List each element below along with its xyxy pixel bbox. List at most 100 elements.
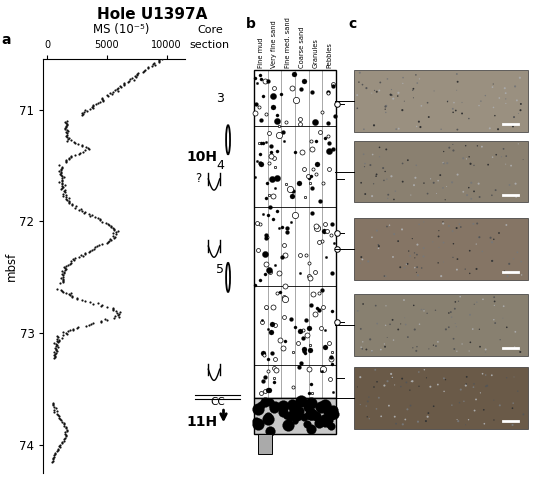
Point (481, 346, 490, 353)
Point (437, 125, 445, 133)
Point (85, 145, 93, 153)
Point (406, 402, 415, 410)
Text: section: section (190, 40, 230, 50)
Point (109, 226, 118, 234)
Point (362, 402, 370, 410)
Point (387, 370, 395, 378)
Point (449, 253, 457, 261)
Point (109, 314, 118, 322)
Point (119, 81, 128, 89)
Point (129, 76, 138, 84)
Point (414, 418, 422, 425)
Point (52, 341, 61, 349)
Point (87, 320, 96, 328)
Point (501, 160, 510, 168)
Point (62, 133, 71, 141)
Point (398, 106, 407, 114)
Point (429, 341, 438, 349)
Point (414, 368, 423, 376)
Point (51, 342, 60, 350)
Point (384, 191, 393, 199)
Point (483, 382, 491, 389)
Point (155, 56, 163, 64)
Point (419, 244, 428, 252)
Point (464, 184, 473, 192)
Point (59, 287, 67, 295)
Point (425, 113, 433, 121)
Point (447, 401, 456, 409)
Point (370, 383, 378, 391)
Point (134, 69, 142, 76)
Point (502, 374, 511, 382)
Point (105, 237, 113, 245)
Point (102, 316, 111, 324)
Point (413, 343, 421, 351)
Point (489, 104, 498, 111)
Point (89, 300, 97, 308)
Point (467, 179, 476, 187)
Point (497, 153, 506, 161)
Point (491, 186, 500, 194)
Point (459, 188, 468, 196)
Point (361, 160, 369, 168)
Point (396, 320, 405, 328)
Point (457, 386, 465, 393)
Point (449, 227, 457, 235)
Text: 3: 3 (217, 92, 224, 105)
Point (87, 103, 96, 111)
Point (357, 253, 365, 261)
Point (502, 323, 511, 331)
Point (62, 193, 71, 201)
Point (58, 164, 66, 172)
Point (54, 336, 63, 344)
Point (511, 180, 520, 188)
Point (52, 404, 60, 412)
Point (380, 340, 389, 348)
Point (375, 153, 384, 161)
Point (445, 222, 453, 230)
Point (53, 347, 61, 355)
Point (62, 156, 71, 164)
Point (396, 263, 405, 271)
Point (116, 308, 124, 316)
Text: c: c (349, 17, 357, 31)
Point (95, 242, 104, 249)
Point (476, 343, 484, 351)
Point (60, 434, 69, 442)
Point (411, 254, 419, 262)
Point (71, 254, 79, 262)
Point (449, 146, 458, 154)
Point (386, 320, 394, 328)
Point (387, 91, 396, 99)
Point (54, 445, 63, 453)
Point (424, 409, 433, 417)
Y-axis label: mbsf: mbsf (5, 251, 18, 281)
Point (64, 127, 72, 135)
Point (465, 153, 473, 161)
Point (488, 257, 496, 265)
Point (89, 104, 97, 112)
Point (400, 296, 408, 304)
Point (110, 233, 119, 241)
Bar (258, 434, 272, 454)
Point (411, 174, 420, 182)
Point (59, 192, 67, 200)
Point (453, 126, 462, 134)
Point (495, 229, 503, 237)
Point (469, 220, 478, 228)
Point (451, 106, 460, 114)
Point (113, 84, 122, 92)
Point (62, 262, 71, 270)
Point (110, 234, 118, 242)
Point (452, 70, 461, 78)
Point (58, 328, 67, 336)
Point (132, 70, 141, 77)
Point (64, 155, 73, 163)
Point (389, 196, 398, 204)
Point (47, 458, 56, 466)
Point (490, 416, 498, 424)
Point (392, 125, 401, 133)
Point (72, 203, 80, 211)
Point (412, 161, 421, 169)
Point (56, 285, 65, 293)
